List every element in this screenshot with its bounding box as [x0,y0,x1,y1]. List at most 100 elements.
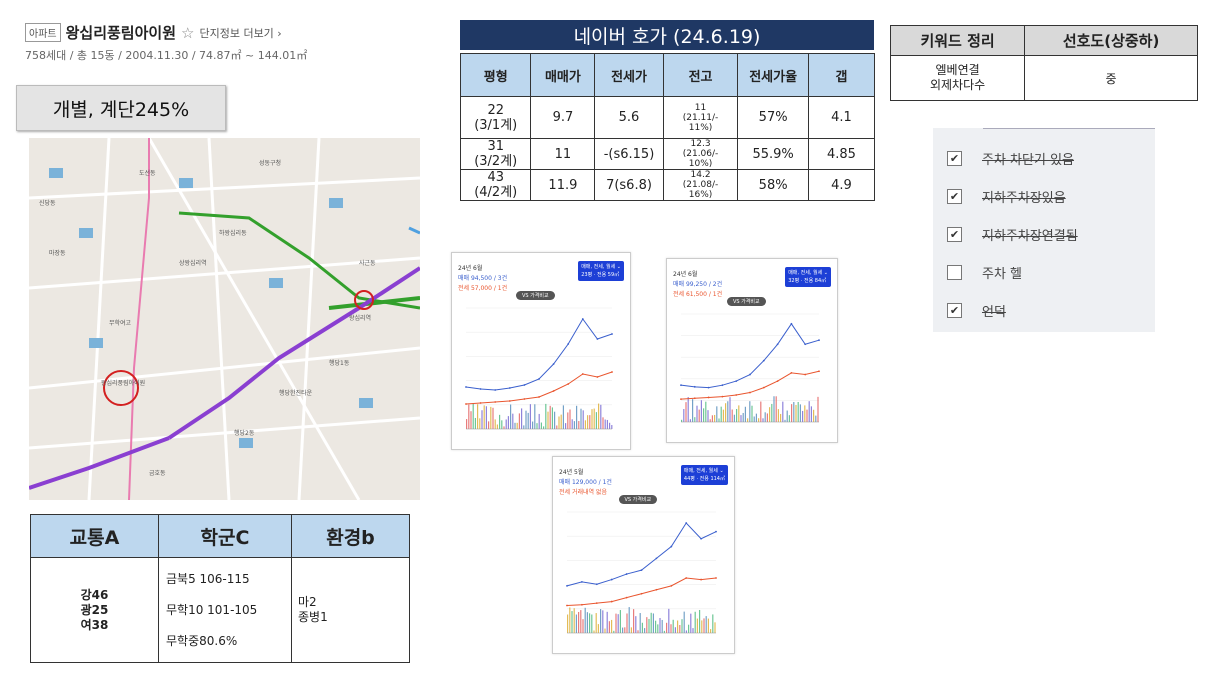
volume-bar [534,404,536,429]
volume-bar [777,409,779,422]
volume-bar [764,412,766,422]
volume-bar [775,396,777,422]
checklist-item[interactable]: 주차 헬 [947,263,1022,282]
compare-button[interactable]: VS 가격비교 [727,297,766,306]
volume-bar [580,408,582,429]
chart-filter-button[interactable]: 매매, 전세, 월세 ⌄ 32평 · 전용 84㎡ [785,267,831,287]
naver-row: 43 (4/2계) 11.9 7(s6.8) 14.2 (21.08/- 16%) 58… [459,169,876,201]
price-point [804,373,807,376]
volume-bar [687,397,689,422]
volume-bar [738,405,740,422]
compare-button[interactable]: VS 가격비교 [516,291,555,300]
volume-bar [582,410,584,429]
volume-bar [597,624,599,633]
volume-bar [595,613,597,633]
volume-bar [571,419,573,429]
naver-cell: 4.9 [807,169,876,201]
chart-date: 24년 6월 [673,271,698,278]
volume-bar [751,405,753,422]
price-chart-43[interactable]: 24년 5월 매매 129,000 / 1건 전세 거래내역 없음 매매, 전세, 월… [552,456,735,654]
favorite-star-icon[interactable]: ☆ [181,23,195,42]
volume-bar [771,403,773,422]
volume-bar [472,403,474,429]
school-line: 금북5 106-115 [166,571,250,586]
volume-bar [622,627,624,633]
chart-filter-label: 매매, 전세, 월세 ⌄ [683,468,724,474]
environment-cell: 마2 종병1 [291,557,410,663]
transit-line: 여38 [80,617,109,632]
chart-filter-button[interactable]: 매매, 전세, 월세 ⌄ 23평 · 전용 59㎡ [578,261,624,281]
price-point [693,385,696,388]
naver-cell: 5.6 [594,96,664,139]
volume-bar [485,406,487,429]
volume-bar [615,613,617,633]
volume-bar [711,415,713,422]
volume-bar [560,414,562,429]
checklist-item[interactable]: ✔ 지하주차장있음 [947,187,1066,206]
compare-button[interactable]: VS 가격비교 [618,495,658,504]
more-info-link[interactable]: 단지정보 더보기 › [199,26,282,40]
checkbox-checked-icon[interactable]: ✔ [947,151,962,166]
volume-bar [753,416,755,422]
checklist-item[interactable]: ✔ 주차 차단기 있음 [947,149,1074,168]
naver-cell: 14.2 (21.08/- 16%) [662,169,739,201]
price-chart-31[interactable]: 24년 6월 매매 99,250 / 2건 전세 61,500 / 1건 매매, 전세… [666,258,838,443]
volume-bar [630,627,632,633]
map-label: 도선동 [139,170,156,177]
volume-bar [740,415,742,422]
price-point [566,604,568,607]
volume-bar [589,613,591,633]
env-line: 마2 [298,595,317,609]
volume-bar [598,403,600,429]
volume-bar [593,408,595,429]
volume-bar [718,418,720,422]
chart-filter-button[interactable]: 매매, 전세, 월세 ⌄ 44평 · 전용 114㎡ [680,465,728,485]
volume-bar [477,404,479,429]
price-chart-22[interactable]: 24년 6월 매매 94,500 / 3건 전세 57,000 / 1건 매매, 전세… [451,252,631,450]
chart-size-label: 32평 · 전용 84㎡ [788,278,827,284]
volume-bar [694,611,696,633]
volume-bar [700,400,702,422]
volume-bar [780,413,782,422]
price-point [610,600,613,603]
header-transit: 교통A [30,514,159,558]
price-point [776,380,779,382]
volume-bar [527,412,529,429]
checkbox-checked-icon[interactable]: ✔ [947,303,962,318]
price-point [670,545,673,548]
preference-cell: 중 [1024,55,1198,101]
naver-row: 31 (3/2계) 11 -(s6.15) 12.3 (21.06/- 10%) 55.… [459,138,876,170]
price-point [552,390,555,392]
volume-bar [692,628,694,633]
volume-bar [707,410,709,422]
map-label: 상왕십리역 [179,260,207,267]
volume-bar [652,613,654,633]
volume-bar [791,404,793,422]
checklist-item[interactable]: ✔ 언덕 [947,301,1006,320]
checklist-label: 지하주차장연결됨 [982,229,1078,244]
price-point [715,577,717,579]
volume-bar [613,630,615,633]
checklist-item[interactable]: ✔ 지하주차장연결됨 [947,225,1078,244]
volume-bar [722,409,724,422]
chart-date: 24년 5월 [559,469,584,476]
volume-bar [710,629,712,633]
checkbox-empty-icon[interactable] [947,265,962,280]
chart-jeonse-summary: 전세 57,000 / 1건 [458,285,508,292]
volume-bar [466,419,468,429]
price-point [567,383,570,385]
price-point [735,394,738,396]
volume-bar [749,401,751,422]
naver-col-header: 전세가율 [737,53,809,97]
price-point [790,322,793,325]
volume-bar [674,627,676,633]
map-label: 행당1동 [329,360,350,367]
volume-bar [503,426,505,429]
naver-col-header: 전고 [662,53,739,97]
checkbox-checked-icon[interactable]: ✔ [947,227,962,242]
naver-cell: -(s6.15) [594,138,664,170]
checkbox-checked-icon[interactable]: ✔ [947,189,962,204]
price-point [581,581,583,583]
location-map[interactable]: 왕십리풍림아이원 행당1동 행당2동 왕십리역 성동구청 상왕십리역 마장동 무… [29,138,420,500]
volume-bar [797,401,799,422]
